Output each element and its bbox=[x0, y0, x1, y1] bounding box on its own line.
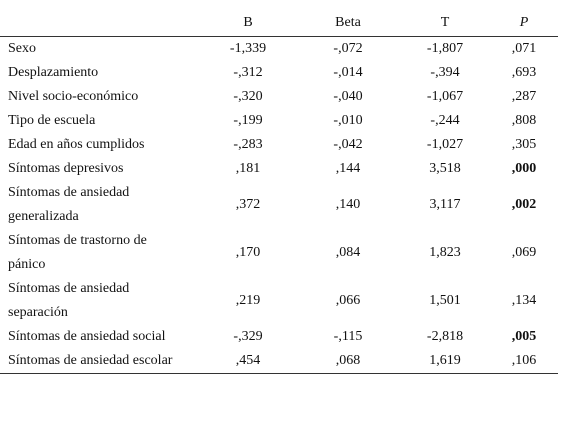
cell-value: ,005 bbox=[511, 329, 537, 344]
cell-value: ,170 bbox=[235, 245, 261, 260]
row-label-text: Nivel socio-económico bbox=[8, 89, 139, 104]
cell-value: 3,518 bbox=[429, 161, 461, 176]
regression-table: B Beta T P Sexo -1,339 -,072 -1,807 ,071 Desp… bbox=[0, 0, 558, 374]
table-row: Síntomas de ansiedad social -,329 -,115 -2,… bbox=[0, 325, 558, 349]
column-header: B bbox=[200, 0, 296, 37]
table-body: Sexo -1,339 -,072 -1,807 ,071 Desplazamiento -… bbox=[0, 37, 558, 374]
cell-value: ,808 bbox=[511, 113, 537, 128]
row-label-text: Síntomas de ansiedad escolar bbox=[8, 353, 173, 368]
row-label: Edad en años cumplidos bbox=[0, 133, 200, 157]
table-header: B Beta T P bbox=[0, 0, 558, 37]
row-label-text: Edad en años cumplidos bbox=[8, 137, 145, 152]
cell-value: 3,117 bbox=[429, 197, 461, 212]
cell-value: 1,823 bbox=[429, 245, 461, 260]
header-row: B Beta T P bbox=[0, 0, 558, 37]
cell-value: -1,807 bbox=[426, 41, 464, 56]
table-row: Desplazamiento -,312 -,014 -,394 ,693 bbox=[0, 61, 558, 85]
column-header: Beta bbox=[296, 0, 400, 37]
cell-value: -1,339 bbox=[229, 41, 267, 56]
cell-value: ,693 bbox=[511, 65, 537, 80]
cell-value: ,000 bbox=[511, 161, 537, 176]
column-header: T bbox=[400, 0, 490, 37]
cell-value: ,002 bbox=[511, 197, 537, 212]
cell-value: -,199 bbox=[233, 113, 263, 128]
cell-value: ,106 bbox=[490, 349, 558, 374]
cell-value: ,454 bbox=[200, 349, 296, 374]
cell-value: ,066 bbox=[335, 293, 361, 308]
cell-value: ,305 bbox=[511, 137, 537, 152]
row-label: Desplazamiento bbox=[0, 61, 200, 85]
cell-value: -1,067 bbox=[426, 89, 464, 104]
cell-value: -,040 bbox=[333, 89, 363, 104]
row-label: Sexo bbox=[0, 37, 200, 62]
table-row: Síntomas de trastorno de pánico ,170 ,084 1… bbox=[0, 229, 558, 277]
column-header: P bbox=[490, 0, 558, 37]
cell-value: -,394 bbox=[430, 65, 460, 80]
row-label-text: Síntomas de trastorno de pánico bbox=[8, 233, 147, 272]
cell-value: 1,501 bbox=[429, 293, 461, 308]
row-label: Tipo de escuela bbox=[0, 109, 200, 133]
cell-value: ,181 bbox=[235, 161, 261, 176]
cell-value: ,134 bbox=[511, 293, 537, 308]
row-label-text: Síntomas de ansiedad separación bbox=[8, 281, 130, 320]
cell-value: ,140 bbox=[335, 197, 361, 212]
table-row: Nivel socio-económico -,320 -,040 -1,067 ,28… bbox=[0, 85, 558, 109]
row-label: Síntomas de ansiedad escolar bbox=[0, 349, 200, 374]
table-row: Edad en años cumplidos -,283 -,042 -1,027 ,3… bbox=[0, 133, 558, 157]
cell-value: -,072 bbox=[333, 41, 363, 56]
row-label-text: Desplazamiento bbox=[8, 65, 99, 80]
row-label: Síntomas de ansiedad separación bbox=[0, 277, 200, 325]
table-row: Síntomas de ansiedad separación ,219 ,066 1… bbox=[0, 277, 558, 325]
cell-value: ,144 bbox=[335, 161, 361, 176]
cell-value: -,042 bbox=[333, 137, 363, 152]
row-label-text: Tipo de escuela bbox=[8, 113, 96, 128]
cell-value: -,320 bbox=[233, 89, 263, 104]
cell-value: ,219 bbox=[235, 293, 261, 308]
row-label-text: Síntomas de ansiedad social bbox=[8, 329, 166, 344]
cell-value: ,372 bbox=[235, 197, 261, 212]
cell-value: -1,027 bbox=[426, 137, 464, 152]
table-row: Síntomas de ansiedad escolar ,454,068 1,61… bbox=[0, 349, 558, 374]
header-blank bbox=[0, 0, 200, 37]
cell-value: -,312 bbox=[233, 65, 263, 80]
row-label: Nivel socio-económico bbox=[0, 85, 200, 109]
row-label-text: Síntomas depresivos bbox=[8, 161, 124, 176]
cell-value: -2,818 bbox=[426, 329, 464, 344]
row-label: Síntomas depresivos bbox=[0, 157, 200, 181]
cell-value: ,084 bbox=[335, 245, 361, 260]
cell-value: ,069 bbox=[511, 245, 537, 260]
row-label: Síntomas de trastorno de pánico bbox=[0, 229, 200, 277]
table-row: Sexo -1,339 -,072 -1,807 ,071 bbox=[0, 37, 558, 62]
cell-value: ,068 bbox=[296, 349, 400, 374]
row-label-text: Sexo bbox=[8, 41, 36, 56]
row-label: Síntomas de ansiedad social bbox=[0, 325, 200, 349]
table-row: Tipo de escuela -,199 -,010 -,244 ,808 bbox=[0, 109, 558, 133]
table-row: Síntomas de ansiedad generalizada ,372 ,14… bbox=[0, 181, 558, 229]
table-row: Síntomas depresivos ,181 ,144 3,518 ,000 bbox=[0, 157, 558, 181]
row-label-text: Síntomas de ansiedad generalizada bbox=[8, 185, 130, 224]
cell-value: ,287 bbox=[511, 89, 537, 104]
cell-value: -,283 bbox=[233, 137, 263, 152]
cell-value: 1,619 bbox=[400, 349, 490, 374]
row-label: Síntomas de ansiedad generalizada bbox=[0, 181, 200, 229]
cell-value: -,244 bbox=[430, 113, 460, 128]
cell-value: ,071 bbox=[511, 41, 537, 56]
cell-value: -,010 bbox=[333, 113, 363, 128]
cell-value: -,014 bbox=[333, 65, 363, 80]
cell-value: -,115 bbox=[333, 329, 363, 344]
cell-value: -,329 bbox=[233, 329, 263, 344]
